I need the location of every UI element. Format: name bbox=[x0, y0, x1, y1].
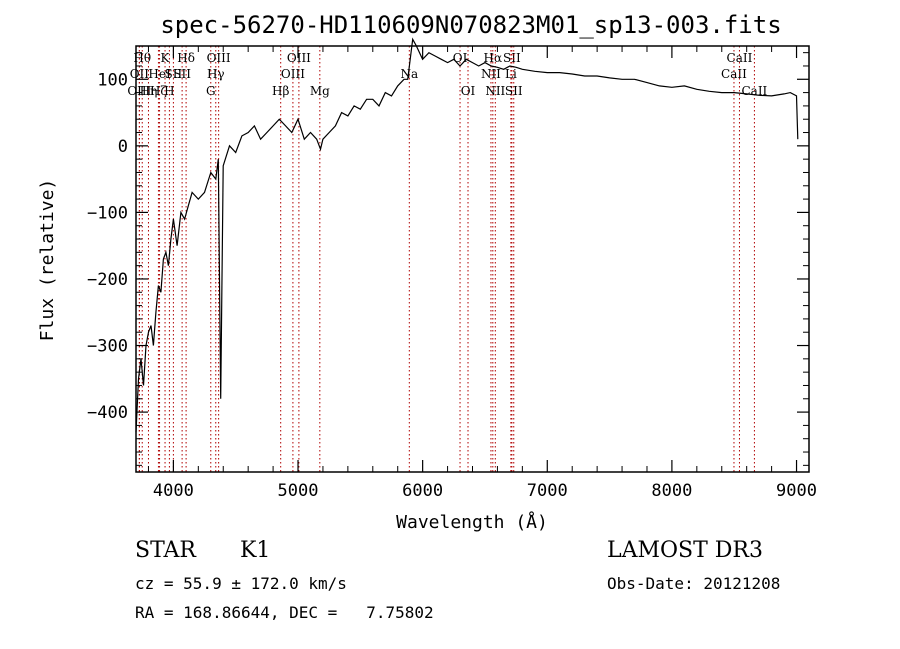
spectral-line-label: Hα bbox=[484, 51, 503, 65]
observation-date: Obs-Date: 20121208 bbox=[607, 574, 781, 593]
spectral-line-label: Hη bbox=[140, 84, 158, 98]
chart-title: spec-56270-HD110609N070823M01_sp13-003.f… bbox=[160, 11, 781, 39]
spectral-line-label: SII bbox=[505, 84, 523, 98]
spectral-line-label: OI bbox=[453, 51, 468, 65]
spectral-line-markers: HθOIIOIIIHηHζKHeIHSIIHδSIIGHγOIIIHβOIIIO… bbox=[127, 46, 768, 472]
spectral-line-label: SII bbox=[173, 67, 191, 81]
object-class: STAR bbox=[135, 538, 196, 563]
x-tick-label: 8000 bbox=[651, 481, 692, 501]
y-tick-label: −100 bbox=[87, 203, 128, 223]
spectral-line-label: K bbox=[161, 51, 171, 65]
spectral-line-label: OIII bbox=[207, 51, 231, 65]
spectral-line-label: SII bbox=[503, 51, 521, 65]
spectral-line-label: Hγ bbox=[207, 67, 225, 81]
x-tick-label: 9000 bbox=[776, 481, 817, 501]
spectral-line-label: G bbox=[206, 84, 216, 98]
y-axis-label: Flux (relative) bbox=[37, 179, 58, 342]
x-tick-label: 7000 bbox=[527, 481, 568, 501]
spectral-line-label: Li bbox=[505, 67, 517, 81]
object-subclass: K1 bbox=[240, 538, 271, 563]
spectral-line-label: NII bbox=[481, 67, 501, 81]
x-axis-label: Wavelength (Å) bbox=[396, 511, 548, 533]
spectral-line-label: Hδ bbox=[177, 51, 195, 65]
spectral-line-label: CaII bbox=[721, 67, 747, 81]
plot-frame bbox=[135, 45, 810, 473]
y-axis-ticks: −400 −300 −200 −100 0 100 bbox=[87, 52, 809, 466]
spectral-line-label: OIII bbox=[127, 84, 151, 98]
spectral-line-label: NII bbox=[485, 84, 505, 98]
spectral-line-label: OIII bbox=[281, 67, 305, 81]
spectral-line-label: OIII bbox=[287, 51, 311, 65]
y-tick-label: −300 bbox=[87, 337, 128, 357]
spectrum-series-line bbox=[135, 37, 799, 433]
x-tick-label: 6000 bbox=[402, 481, 443, 501]
spectral-line-label: HeI bbox=[148, 67, 171, 81]
redshift-text: cz = 55.9 ± 172.0 km/s bbox=[135, 574, 347, 593]
y-tick-label: −200 bbox=[87, 270, 128, 290]
spectral-line-label: Mg bbox=[310, 84, 330, 98]
spectral-line-label: SII bbox=[165, 67, 183, 81]
survey-name: LAMOST DR3 bbox=[607, 538, 763, 563]
x-tick-label: 4000 bbox=[153, 481, 194, 501]
spectral-line-label: Hβ bbox=[272, 84, 289, 98]
x-tick-label: 5000 bbox=[278, 481, 319, 501]
spectral-line-label: OI bbox=[461, 84, 476, 98]
spectral-line-label: Hζ bbox=[150, 84, 167, 98]
y-tick-label: 0 bbox=[118, 137, 128, 157]
spectral-line-label: CaII bbox=[727, 51, 753, 65]
x-axis-ticks: 4000 5000 6000 7000 8000 9000 bbox=[147, 46, 817, 501]
coordinates-text: RA = 168.86644, DEC = 7.75802 bbox=[135, 603, 434, 622]
y-tick-label: −400 bbox=[87, 403, 128, 423]
spectral-line-label: Na bbox=[400, 67, 418, 81]
spectral-line-label: Hθ bbox=[133, 51, 151, 65]
spectral-line-label: H bbox=[164, 84, 174, 98]
y-tick-label: 100 bbox=[97, 70, 128, 90]
